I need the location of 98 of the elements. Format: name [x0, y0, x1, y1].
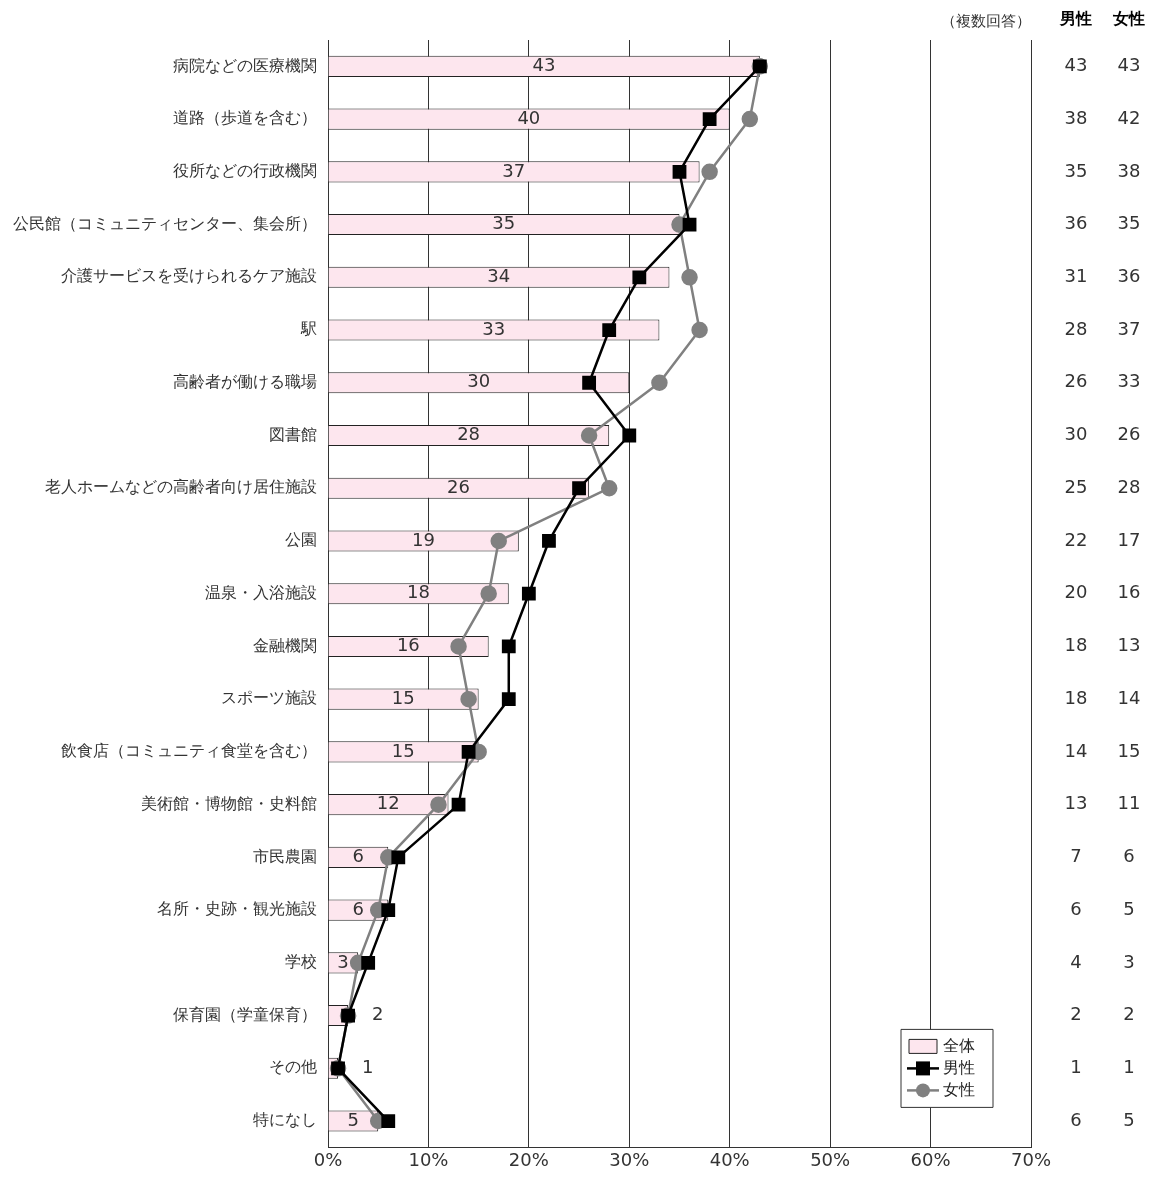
- y-tick-label: 市民農園: [253, 846, 317, 866]
- y-tick-label: 金融機関: [253, 635, 317, 655]
- data-label: 37: [1117, 317, 1141, 339]
- y-tick-label: 温泉・入浴施設: [205, 582, 317, 602]
- y-tick-label: スポーツ施設: [221, 688, 317, 708]
- data-label: 2: [1070, 1003, 1082, 1025]
- y-tick-label: 特になし: [253, 1110, 317, 1130]
- data-label: 36: [1117, 264, 1141, 286]
- data-label: 6: [1070, 1108, 1082, 1130]
- data-label: 28: [457, 423, 481, 445]
- y-tick-label: 駅: [300, 319, 317, 339]
- x-tick-label: 0%: [313, 1148, 343, 1170]
- data-label: 3: [1123, 950, 1135, 972]
- y-tick-label: 図書館: [269, 424, 317, 444]
- x-tick-label: 40%: [709, 1148, 750, 1170]
- data-label: 16: [1117, 581, 1141, 603]
- data-label: 6: [1070, 897, 1082, 919]
- data-label: 16: [396, 634, 420, 656]
- legend-label: 全体: [943, 1035, 975, 1055]
- data-label: 1: [362, 1055, 374, 1077]
- y-tick-label: 介護サービスを受けられるケア施設: [61, 266, 317, 286]
- y-tick-label: 老人ホームなどの高齢者向け居住施設: [45, 477, 317, 497]
- data-label: 19: [411, 528, 435, 550]
- x-tick-label: 10%: [408, 1148, 449, 1170]
- data-label: 1: [1070, 1055, 1082, 1077]
- data-label: 38: [1064, 106, 1088, 128]
- x-tick-label: 60%: [910, 1148, 951, 1170]
- data-label: 37: [502, 159, 526, 181]
- data-label: 5: [1123, 897, 1135, 919]
- y-tick-label: 道路（歩道を含む）: [173, 108, 317, 128]
- y-tick-label: 公民館（コミュニティセンター、集会所）: [13, 213, 317, 233]
- data-label: 3: [337, 950, 349, 972]
- data-label: 43: [532, 54, 556, 76]
- y-tick-label: 名所・史跡・観光施設: [157, 899, 317, 919]
- data-label: 6: [1123, 845, 1135, 867]
- data-label: 1: [1123, 1055, 1135, 1077]
- data-label: 26: [1117, 423, 1141, 445]
- data-label: 42: [1117, 106, 1141, 128]
- data-label: 33: [1117, 370, 1141, 392]
- y-tick-label: 高齢者が働ける職場: [173, 371, 317, 391]
- data-label: 17: [1117, 528, 1141, 550]
- data-label: 22: [1064, 528, 1088, 550]
- data-label: 31: [1064, 264, 1088, 286]
- data-label: 4: [1070, 950, 1082, 972]
- data-label: 14: [1117, 686, 1141, 708]
- text: 男性: [1060, 9, 1092, 29]
- data-label: 43: [1117, 54, 1141, 76]
- data-label: 6: [352, 845, 364, 867]
- data-label: 18: [1064, 686, 1088, 708]
- x-tick-label: 30%: [609, 1148, 650, 1170]
- y-tick-label: 病院などの医療機関: [173, 55, 317, 75]
- data-label: 40: [517, 106, 541, 128]
- x-tick-label: 70%: [1010, 1148, 1052, 1170]
- data-label: 11: [1117, 792, 1141, 814]
- y-tick-label: 美術館・博物館・史料館: [141, 793, 317, 813]
- y-tick-label: 学校: [285, 951, 317, 971]
- data-label: 43: [1064, 54, 1088, 76]
- data-label: 5: [1123, 1108, 1135, 1130]
- data-label: 38: [1117, 159, 1141, 181]
- data-label: 15: [1117, 739, 1141, 761]
- data-label: 13: [1117, 634, 1141, 656]
- data-label: 20: [1064, 581, 1088, 603]
- text: （複数回答）: [941, 11, 1031, 30]
- data-label: 14: [1064, 739, 1088, 761]
- data-label: 6: [352, 897, 364, 919]
- y-tick-label: 役所などの行政機関: [173, 160, 317, 180]
- data-label: 18: [1064, 634, 1088, 656]
- data-label: 26: [1064, 370, 1088, 392]
- data-label: 28: [1117, 475, 1141, 497]
- data-label: 12: [376, 792, 400, 814]
- legend-label: 男性: [943, 1057, 975, 1077]
- data-label: 7: [1070, 845, 1082, 867]
- data-label: 13: [1064, 792, 1088, 814]
- data-label: 18: [406, 581, 430, 603]
- data-label: 15: [391, 739, 415, 761]
- data-label: 25: [1064, 475, 1088, 497]
- data-label: 33: [482, 317, 506, 339]
- y-tick-label: 公園: [285, 530, 317, 550]
- data-label: 2: [1123, 1003, 1135, 1025]
- data-label: 15: [391, 686, 415, 708]
- data-label: 28: [1064, 317, 1088, 339]
- text: 女性: [1113, 9, 1145, 29]
- y-tick-label: 飲食店（コミュニティ食堂を含む）: [61, 741, 317, 761]
- data-label: 26: [447, 475, 471, 497]
- data-label: 36: [1064, 212, 1088, 234]
- data-label: 30: [467, 370, 491, 392]
- data-label: 35: [492, 212, 516, 234]
- data-label: 5: [347, 1108, 359, 1130]
- data-label: 34: [487, 264, 511, 286]
- data-label: 30: [1064, 423, 1088, 445]
- y-tick-label: その他: [269, 1057, 317, 1077]
- x-tick-label: 50%: [810, 1148, 851, 1170]
- data-label: 2: [372, 1003, 384, 1025]
- x-tick-label: 20%: [508, 1148, 549, 1170]
- data-label: 35: [1117, 212, 1141, 234]
- y-tick-label: 保育園（学童保育）: [173, 1004, 317, 1024]
- legend-label: 女性: [943, 1079, 975, 1099]
- data-label: 35: [1064, 159, 1088, 181]
